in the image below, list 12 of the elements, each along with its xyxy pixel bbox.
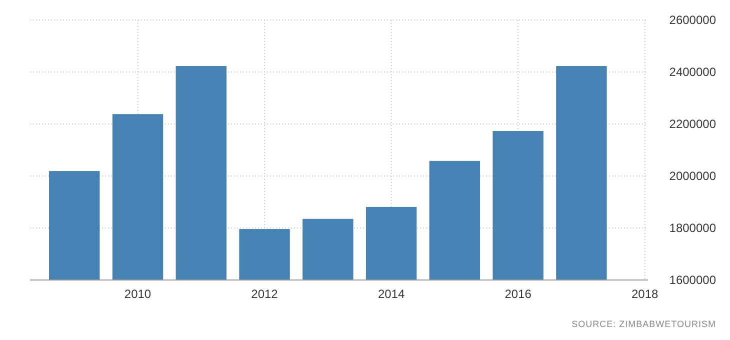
y-tick-label: 1600000: [669, 273, 716, 287]
y-tick-label: 2600000: [669, 13, 716, 27]
x-tick-label: 2014: [378, 287, 405, 301]
source-note: SOURCE: ZIMBABWETOURISM: [572, 319, 716, 329]
x-tick-label: 2018: [631, 287, 658, 301]
y-tick-label: 2000000: [669, 169, 716, 183]
y-tick-label: 2200000: [669, 117, 716, 131]
y-tick-label: 1800000: [669, 221, 716, 235]
x-tick-label: 2012: [251, 287, 278, 301]
y-tick-label: 2400000: [669, 65, 716, 79]
x-tick-label: 2010: [124, 287, 152, 301]
x-tick-label: 2016: [504, 287, 532, 301]
